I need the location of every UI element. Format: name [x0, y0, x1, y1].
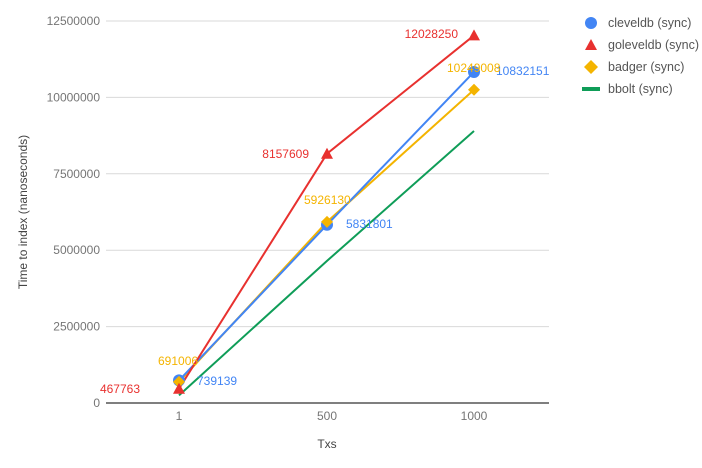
legend-item-badger[interactable]: badger (sync)	[580, 56, 699, 78]
legend-label: badger (sync)	[608, 60, 685, 74]
series-line	[178, 130, 475, 397]
data-labels: 739139 5831801 10832151 467763 8157609 120282…	[100, 27, 550, 396]
x-axis-ticks: 1 500 1000	[176, 409, 488, 423]
legend-item-goleveldb[interactable]: goleveldb (sync)	[580, 34, 699, 56]
legend-label: cleveldb (sync)	[608, 16, 692, 30]
line-marker-icon	[580, 82, 602, 96]
x-tick-label: 1000	[461, 409, 488, 423]
gridlines	[106, 20, 549, 404]
diamond-marker-icon	[580, 60, 602, 74]
y-axis-ticks: 0 2500000 5000000 7500000 10000000 12500000	[47, 14, 101, 410]
y-axis-title: Time to index (nanoseconds)	[16, 135, 30, 289]
y-tick-label: 10000000	[47, 90, 101, 104]
legend-label: bbolt (sync)	[608, 82, 673, 96]
triangle-marker-icon	[580, 38, 602, 52]
data-label: 691006	[158, 354, 198, 368]
data-point[interactable]	[468, 29, 480, 41]
data-label: 12028250	[405, 27, 459, 41]
data-label: 8157609	[262, 147, 309, 161]
data-point[interactable]	[173, 382, 185, 394]
x-axis-title: Txs	[317, 437, 336, 451]
circle-marker-icon	[580, 16, 602, 30]
data-label: 739139	[197, 374, 237, 388]
legend-item-bbolt[interactable]: bbolt (sync)	[580, 78, 699, 100]
data-label: 5926130	[304, 193, 351, 207]
y-tick-label: 7500000	[53, 167, 100, 181]
y-tick-label: 12500000	[47, 14, 101, 28]
series-line	[178, 89, 475, 383]
y-tick-label: 0	[93, 396, 100, 410]
legend: cleveldb (sync) goleveldb (sync) badger …	[580, 12, 699, 100]
data-label: 10249008	[447, 61, 501, 75]
x-tick-label: 500	[317, 409, 337, 423]
data-label: 467763	[100, 382, 140, 396]
data-point[interactable]	[321, 215, 333, 228]
series-line	[178, 34, 475, 390]
legend-label: goleveldb (sync)	[608, 38, 700, 52]
y-tick-label: 2500000	[53, 320, 100, 334]
data-point[interactable]	[468, 65, 480, 78]
x-tick-label: 1	[176, 409, 183, 423]
y-tick-label: 5000000	[53, 243, 100, 257]
data-label: 5831801	[346, 217, 393, 231]
series-lines	[173, 29, 480, 397]
data-label: 10832151	[496, 64, 550, 78]
legend-item-cleveldb[interactable]: cleveldb (sync)	[580, 12, 699, 34]
data-point[interactable]	[468, 83, 480, 96]
data-point[interactable]	[321, 147, 333, 159]
data-point[interactable]	[173, 375, 185, 388]
